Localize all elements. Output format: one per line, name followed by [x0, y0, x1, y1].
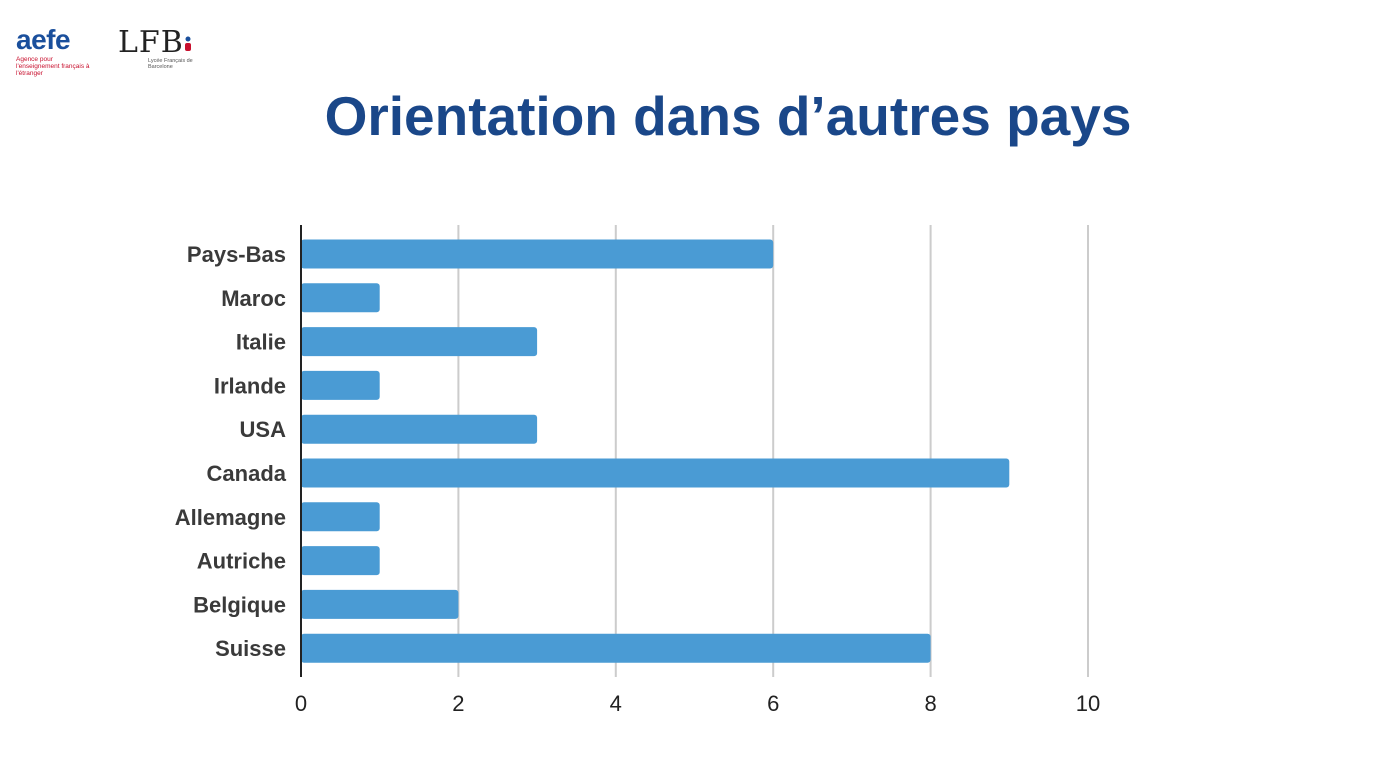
category-label: Pays-Bas: [187, 242, 286, 267]
bar: [301, 414, 538, 444]
aefe-logo: aefe Agence pour l'enseignement français…: [16, 24, 96, 78]
x-tick-label: 10: [1076, 691, 1100, 716]
category-label: Canada: [207, 461, 287, 486]
category-label: Autriche: [197, 549, 286, 574]
category-label: Irlande: [214, 373, 286, 398]
aefe-logo-subtitle: Agence pour l'enseignement français à l'…: [16, 56, 90, 77]
aefe-logo-text: aefe: [16, 24, 71, 55]
bar: [301, 370, 380, 400]
lfb-logo-mark-icon: [185, 36, 191, 51]
bar: [301, 327, 538, 357]
bar: [301, 546, 380, 576]
category-label: Belgique: [193, 592, 286, 617]
category-label: Italie: [236, 330, 286, 355]
x-tick-label: 0: [295, 691, 307, 716]
category-label: Allemagne: [175, 505, 286, 530]
bar: [301, 458, 1010, 488]
category-label: Maroc: [221, 286, 286, 311]
lfb-logo-text: LFB: [118, 25, 184, 60]
category-label: USA: [240, 417, 287, 442]
x-tick-label: 4: [610, 691, 622, 716]
bar: [301, 633, 931, 663]
x-tick-label: 8: [924, 691, 936, 716]
x-tick-label: 2: [452, 691, 464, 716]
bar: [301, 239, 774, 269]
lfb-logo-subtitle: Lycée Français de Barcelone: [148, 58, 193, 70]
lfb-logo: LFB Lycée Français de Barcelone: [118, 25, 208, 71]
bar: [301, 283, 380, 313]
page-title: Orientation dans d’autres pays: [324, 85, 1132, 147]
category-label: Suisse: [215, 636, 286, 661]
x-tick-label: 6: [767, 691, 779, 716]
bar: [301, 502, 380, 532]
bar: [301, 589, 459, 619]
